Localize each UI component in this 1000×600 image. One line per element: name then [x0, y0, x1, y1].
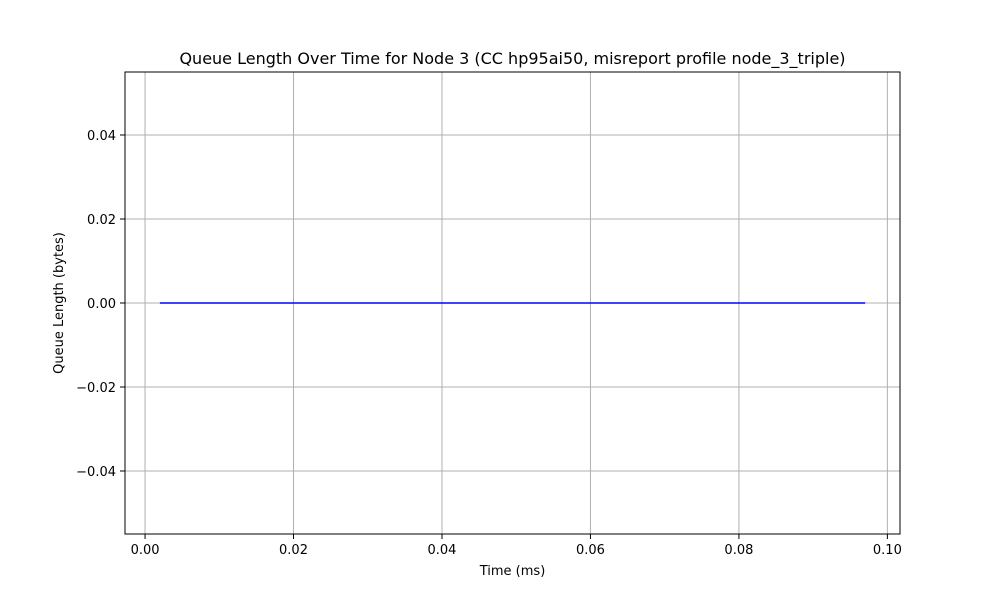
x-tick-label: 0.02 [279, 543, 308, 558]
x-tick-label: 0.08 [724, 543, 753, 558]
y-axis-label: Queue Length (bytes) [52, 232, 67, 374]
y-tick-label: 0.02 [87, 213, 116, 228]
x-tick-label: 0.10 [873, 543, 902, 558]
y-tick-label: −0.04 [76, 465, 116, 480]
chart-title: Queue Length Over Time for Node 3 (CC hp… [179, 49, 845, 69]
x-tick-label: 0.06 [576, 543, 605, 558]
y-tick-label: −0.02 [76, 381, 116, 396]
y-tick-label: 0.00 [87, 297, 116, 312]
x-axis-label: Time (ms) [479, 564, 546, 579]
x-tick-label: 0.00 [131, 543, 160, 558]
tick-layer: 0.00 0.02 0.04 0.06 0.08 0.10 −0.04 −0.02 0.00 0.… [76, 129, 902, 558]
x-tick-label: 0.04 [428, 543, 457, 558]
y-tick-label: 0.04 [87, 129, 116, 144]
plot-frame [124, 71, 901, 535]
